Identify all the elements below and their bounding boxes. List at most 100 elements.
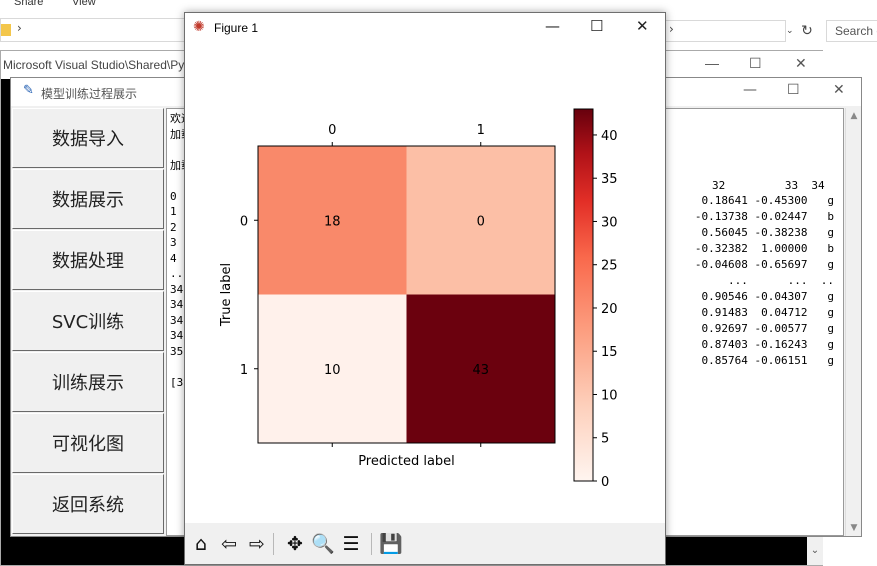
y-axis-label: True label [219,263,234,327]
output-line: 3 [170,236,177,249]
console-title: Microsoft Visual Studio\Shared\Pyt [3,58,188,72]
colorbar-tick-label: 5 [601,432,609,447]
colorbar-tick-label: 25 [601,259,618,274]
x-axis-label: Predicted label [358,454,455,469]
x-tick-label: 0 [328,123,336,138]
cell-value-label: 10 [324,363,341,378]
address-bar-right[interactable]: › [664,20,786,42]
cell-value-label: 18 [324,214,341,229]
data-display-button[interactable]: 数据展示 [12,169,164,229]
output-line: .. [170,267,184,280]
close-icon[interactable]: ✕ [833,82,845,98]
pan-icon[interactable]: ✥ [287,533,303,555]
figure-title: Figure 1 [214,21,259,35]
output-line: 1 [170,205,177,218]
scroll-down-icon[interactable]: ▼ [850,523,858,533]
output-data-line: 0.85764 -0.06151 g [701,354,834,367]
colorbar-tick-label: 40 [601,129,618,144]
address-bar[interactable]: › [0,18,190,42]
output-line: [3 [170,375,184,389]
figure-title-bar: ✺ Figure 1 — ☐ ✕ [185,13,665,43]
data-import-button[interactable]: 数据导入 [12,108,164,168]
output-line: 34 [170,282,184,296]
address-dropdown-icon[interactable]: ⌄ [786,26,794,36]
minimize-icon[interactable]: — [545,17,560,35]
configure-subplots-icon[interactable]: ☰ [342,533,360,555]
training-display-button[interactable]: 训练展示 [12,352,164,412]
refresh-icon[interactable]: ↻ [801,23,813,39]
output-data-line: 0.18641 -0.45300 g [701,194,834,207]
toolbar-separator [371,533,372,555]
matrix-cell [406,294,555,443]
output-data-line: 0.91483 0.04712 g [701,306,834,319]
feather-icon: ✎ [23,83,34,98]
chevron-right-icon[interactable]: › [669,22,674,36]
output-line: 34 [170,298,184,311]
visualization-button[interactable]: 可视化图 [12,413,164,473]
matplotlib-logo-icon: ✺ [193,19,205,35]
forward-icon[interactable]: ⇨ [249,533,265,555]
output-line: 0 [170,189,177,203]
colorbar [573,108,594,482]
ribbon-tabs: Share View [0,0,877,14]
colorbar-tick-label: 35 [601,172,618,187]
output-data-line: -0.32382 1.00000 b [694,242,834,255]
output-data-line: -0.13738 -0.02447 b [694,210,834,223]
matrix-cell [406,146,555,295]
matrix-cell [258,146,407,295]
close-icon[interactable]: ✕ [795,55,807,71]
back-icon[interactable]: ⇦ [221,533,237,555]
home-icon[interactable]: ⌂ [194,533,208,555]
output-line: 2 [170,220,177,234]
close-icon[interactable]: ✕ [636,17,649,35]
cell-value-label: 0 [477,214,485,229]
output-line: 35 [170,344,184,358]
save-icon[interactable]: 💾 [379,533,403,555]
colorbar-tick-label: 10 [601,388,618,403]
figure-canvas[interactable]: 18 0 10 43 0 1 0 1 Predicted label True label 0 5 10… [185,43,665,523]
console-scroll-down-icon[interactable]: ⌄ [807,537,823,565]
output-data-line: 0.92697 -0.00577 g [701,322,834,335]
x-tick-label: 1 [477,123,485,138]
toolbar-separator [273,533,274,555]
minimize-icon[interactable]: — [743,82,757,98]
colorbar-tick-label: 20 [601,302,618,317]
output-data-line: 0.56045 -0.38238 g [701,226,834,239]
figure-toolbar: ⌂ ⇦ ⇨ ✥ 🔍 ☰ 💾 [185,523,665,564]
colorbar-tick-label: 0 [601,475,609,490]
output-data-line: -0.04608 -0.65697 g [694,258,834,271]
maximize-icon[interactable]: ☐ [749,55,762,71]
y-tick-label: 1 [240,363,248,378]
tab-share[interactable]: Share [14,0,44,8]
output-header-line: 32 33 34 [712,179,825,192]
maximize-icon[interactable]: ☐ [787,82,800,98]
tab-view[interactable]: View [72,0,96,8]
output-data-line: 0.90546 -0.04307 g [701,290,834,303]
y-tick-label: 0 [240,214,248,229]
output-line: 4 [170,251,177,265]
minimize-icon[interactable]: — [705,55,719,71]
search-input[interactable]: Search c [826,20,877,42]
maximize-icon[interactable]: ☐ [590,17,604,35]
folder-icon [1,24,11,36]
output-line: 34 [170,329,184,342]
colorbar-tick-label: 15 [601,345,618,360]
matrix-cell [258,294,407,443]
scroll-up-icon[interactable]: ▲ [850,111,858,121]
text-vertical-scrollbar[interactable]: ▲ ▼ [845,108,861,536]
figure-window: ✺ Figure 1 — ☐ ✕ 18 0 10 43 0 1 0 1 Predicted la… [184,12,666,565]
plot-frame [257,145,556,444]
output-data-line: ... ... .. [728,274,834,287]
cell-value-label: 43 [472,363,489,378]
output-line: 34 [170,313,184,327]
data-processing-button[interactable]: 数据处理 [12,230,164,290]
zoom-icon[interactable]: 🔍 [311,533,335,555]
colorbar-tick-label: 30 [601,215,618,230]
return-system-button[interactable]: 返回系统 [12,474,164,534]
chevron-right-icon[interactable]: › [17,21,22,35]
svc-training-button[interactable]: SVC训练 [12,291,164,351]
tk-window-title: 模型训练过程展示 [41,87,138,101]
menu-column: 数据导入 数据展示 数据处理 SVC训练 训练展示 可视化图 返回系统 [12,108,164,536]
output-data-line: 0.87403 -0.16243 g [701,338,834,351]
